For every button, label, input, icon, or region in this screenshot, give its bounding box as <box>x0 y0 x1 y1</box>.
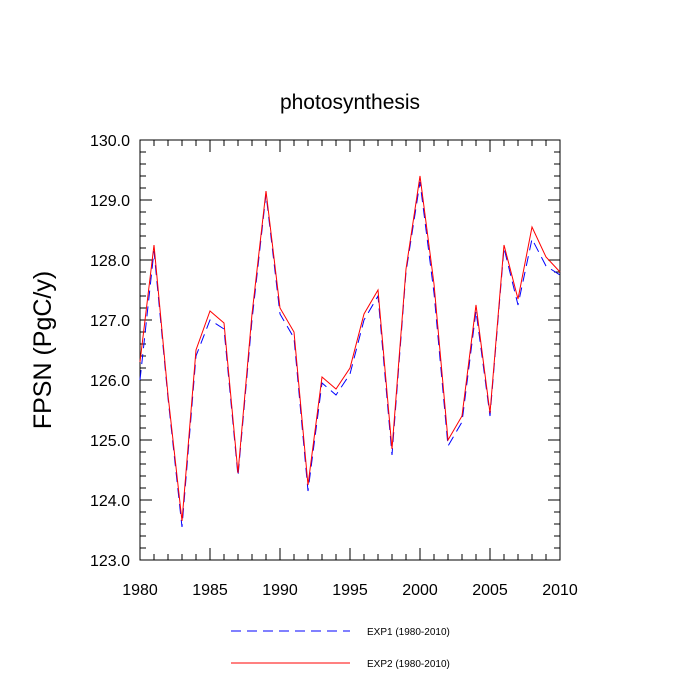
series-line-1 <box>139 181 561 528</box>
chart-title: photosynthesis <box>280 91 420 114</box>
y-tick-label: 129.0 <box>90 193 130 210</box>
series-line-2 <box>139 175 561 522</box>
x-tick-label: 2005 <box>472 582 508 599</box>
y-tick-label: 128.0 <box>90 253 130 270</box>
x-tick-label: 1980 <box>122 582 158 599</box>
plot-area: 1980 1985 1990 1995 2000 2005 2010 123.0 124.0 12… <box>90 133 578 599</box>
y-tick-label: 126.0 <box>90 373 130 390</box>
y-tick-label: 130.0 <box>90 133 130 150</box>
x-tick-label: 1995 <box>332 582 368 599</box>
y-axis-label: FPSN (PgC/y) <box>29 271 57 429</box>
y-tick-label: 125.0 <box>90 433 130 450</box>
y-tick-label: 127.0 <box>90 313 130 330</box>
legend-label-1: EXP1 (1980-2010) <box>367 627 450 638</box>
plot-frame <box>139 139 561 561</box>
x-tick-label: 2010 <box>542 582 578 599</box>
y-tick-label: 124.0 <box>90 493 130 510</box>
x-tick-label: 1985 <box>192 582 228 599</box>
legend-label-2: EXP2 (1980-2010) <box>367 659 450 670</box>
x-tick-label: 1990 <box>262 582 298 599</box>
y-tick-label: 123.0 <box>90 553 130 570</box>
x-tick-label: 2000 <box>402 582 438 599</box>
legend: EXP1 (1980-2010) EXP2 (1980-2010) <box>231 627 450 670</box>
